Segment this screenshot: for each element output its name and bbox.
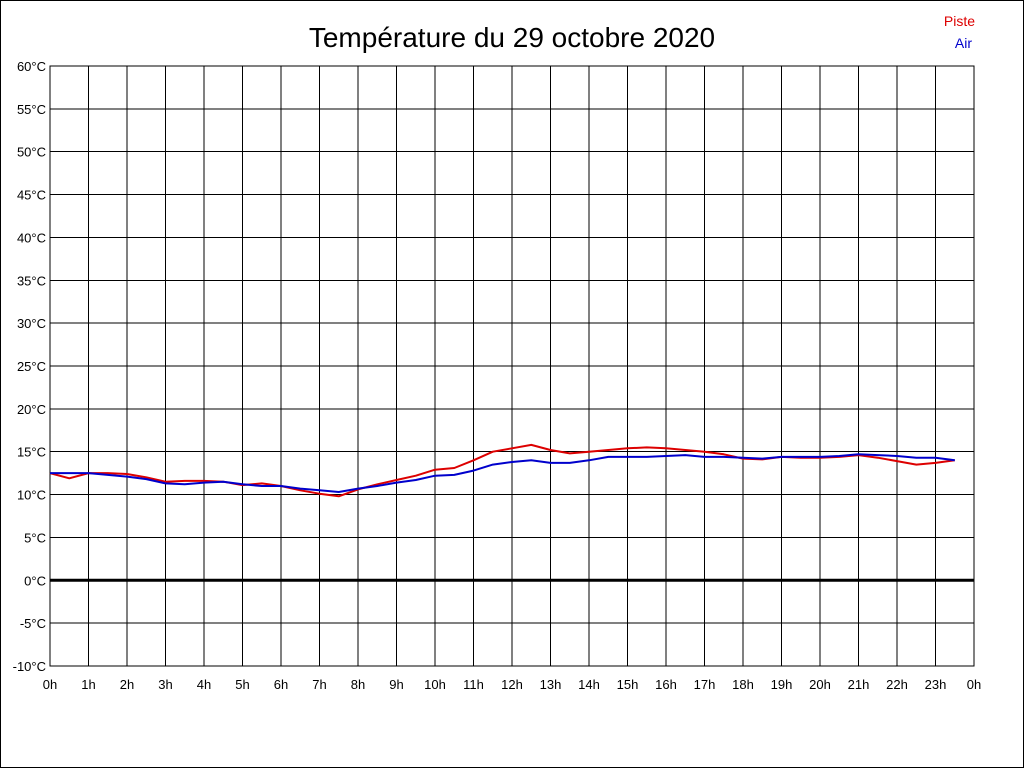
plot-area-border [49,65,975,667]
x-tick-label: 9h [389,677,403,692]
legend-entry-piste: Piste [944,13,975,29]
x-tick-label: 2h [120,677,134,692]
y-tick-label: 0°C [24,573,46,588]
series-line-piste [49,443,955,498]
x-tick-label: 14h [578,677,600,692]
y-tick-label: 25°C [17,359,46,374]
legend-entry-air: Air [955,35,972,51]
x-tick-label: 7h [312,677,326,692]
x-tick-label: 11h [463,677,484,692]
y-tick-label: 30°C [17,316,46,331]
x-tick-label: 23h [925,677,947,692]
y-tick-label: 60°C [17,59,46,74]
x-tick-label: 8h [351,677,365,692]
series-lines [49,443,955,498]
y-tick-label: 15°C [17,445,46,460]
x-tick-label: 10h [424,677,446,692]
y-tick-label: 20°C [17,402,46,417]
y-tick-label: 40°C [17,230,46,245]
y-tick-label: -5°C [20,616,46,631]
y-tick-label: 55°C [17,102,46,117]
grid [49,65,975,667]
x-tick-label: 1h [81,677,95,692]
x-tick-label: 4h [197,677,211,692]
x-tick-label: 13h [540,677,562,692]
x-tick-label: 16h [655,677,677,692]
y-tick-label: 5°C [24,530,46,545]
x-tick-label: 17h [694,677,716,692]
x-tick-label: 15h [617,677,639,692]
x-tick-label: 3h [158,677,172,692]
axes [49,65,975,667]
y-tick-label: -10°C [13,659,46,674]
x-tick-label: 18h [732,677,754,692]
x-tick-label: 20h [809,677,831,692]
x-tick-label: 5h [235,677,249,692]
series-line-air [50,453,955,493]
x-tick-label: 6h [274,677,288,692]
x-tick-label: 0h [967,677,981,692]
x-tick-label: 22h [886,677,908,692]
tick-labels: 60°C 55°C 50°C 45°C 40°C 35°C 30°C 25°C 20°C 15°C… [13,59,982,692]
x-tick-label: 12h [501,677,523,692]
x-tick-label: 21h [848,677,870,692]
y-tick-label: 10°C [17,488,46,503]
x-tick-label: 0h [43,677,57,692]
chart-title: Température du 29 octobre 2020 [309,22,715,53]
y-tick-label: 35°C [17,273,46,288]
y-tick-label: 50°C [17,145,46,160]
x-tick-label: 19h [771,677,793,692]
y-tick-label: 45°C [17,188,46,203]
